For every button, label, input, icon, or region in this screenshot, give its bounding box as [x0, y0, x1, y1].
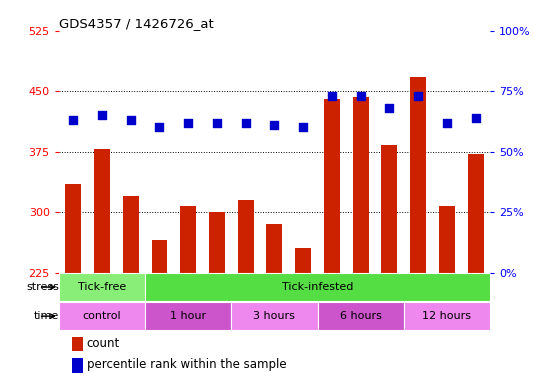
Point: [414, 93, 423, 99]
Point: [212, 119, 221, 126]
Bar: [94, 149, 110, 273]
Point: [126, 117, 135, 123]
Point: [270, 122, 279, 128]
Bar: [295, 248, 311, 273]
Point: [442, 119, 451, 126]
Bar: [180, 206, 196, 273]
Text: 12 hours: 12 hours: [422, 311, 472, 321]
Point: [385, 105, 394, 111]
Point: [155, 124, 164, 131]
Text: Tick-free: Tick-free: [78, 282, 126, 292]
Point: [356, 93, 365, 99]
Point: [97, 112, 106, 118]
Bar: [324, 99, 340, 273]
Bar: [145, 273, 490, 301]
Bar: [231, 302, 318, 330]
Point: [328, 93, 337, 99]
Text: 3 hours: 3 hours: [254, 311, 295, 321]
Bar: [59, 273, 145, 301]
Bar: [381, 145, 397, 273]
Point: [241, 119, 250, 126]
Text: Tick-infested: Tick-infested: [282, 282, 353, 292]
Bar: [145, 302, 231, 330]
Text: 6 hours: 6 hours: [340, 311, 381, 321]
Point: [298, 124, 307, 131]
Bar: [353, 97, 368, 273]
Bar: [238, 200, 254, 273]
Text: 1 hour: 1 hour: [170, 311, 206, 321]
Text: time: time: [34, 311, 59, 321]
Bar: [152, 240, 167, 273]
Text: GDS4357 / 1426726_at: GDS4357 / 1426726_at: [59, 17, 213, 30]
Text: count: count: [87, 337, 120, 350]
Bar: [267, 224, 282, 273]
Bar: [66, 184, 81, 273]
Text: stress: stress: [26, 282, 59, 292]
Bar: [123, 196, 138, 273]
Bar: [209, 212, 225, 273]
Point: [69, 117, 78, 123]
Bar: [410, 77, 426, 273]
Bar: [72, 358, 82, 372]
Point: [471, 115, 480, 121]
Bar: [72, 337, 82, 351]
Text: percentile rank within the sample: percentile rank within the sample: [87, 358, 287, 371]
Bar: [59, 302, 145, 330]
Bar: [468, 154, 483, 273]
Point: [184, 119, 193, 126]
Bar: [318, 302, 404, 330]
Bar: [439, 206, 455, 273]
Text: control: control: [83, 311, 121, 321]
Bar: [404, 302, 490, 330]
